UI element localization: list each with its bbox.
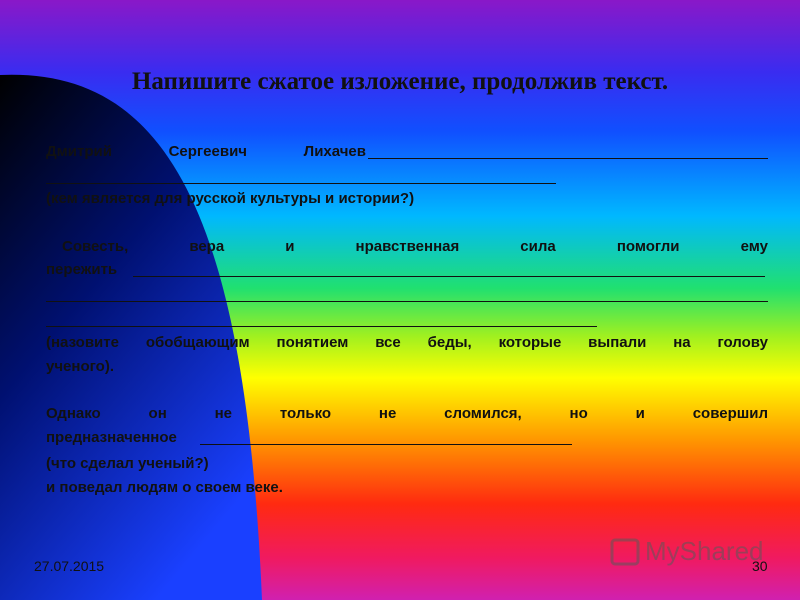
text-line: пережить [46,261,118,278]
text-line: и поведал людям о своем веке. [46,479,283,496]
text-line: Дмитрий Сергеевич Лихачев [46,143,366,160]
blank [133,276,765,277]
blank [46,326,597,327]
text-line: ученого). [46,358,114,375]
blank [46,183,556,184]
watermark: MyShared [645,536,764,566]
text-line: Совесть, вера и нравственная сила помогл… [62,238,768,255]
text-line: (назовите обобщающим понятием все беды, … [46,334,768,351]
title: Напишите сжатое изложение, продолжив тек… [131,68,669,95]
page-number: 30 [752,558,768,574]
date: 27.07.2015 [34,558,105,574]
text-line: (что сделал ученый?) [46,455,209,472]
blank [368,158,768,159]
text-line: предназначенное [46,429,177,446]
blank [200,444,572,445]
blank [46,301,768,302]
text-line: Однако он не только не сломился, но и со… [46,405,768,422]
text-line: (кем является для русской культуры и ист… [46,190,415,207]
